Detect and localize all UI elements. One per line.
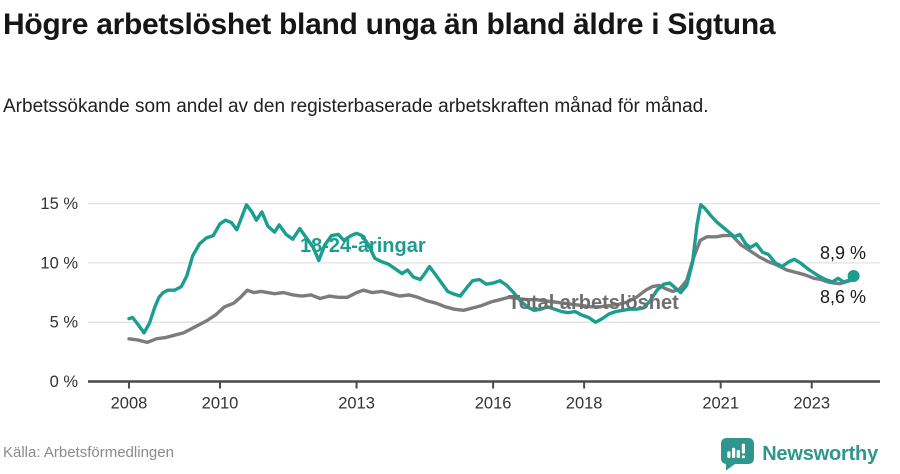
youth-end-value-label: 8,9 %: [820, 243, 866, 263]
page-subtitle: Arbetssökande som andel av den registerb…: [3, 96, 709, 117]
line-chart: 15 %10 %5 %0 % 2008 2010 2013 2016 2018 2021 2…: [40, 195, 880, 413]
y-tick-label-0: 0 %: [50, 373, 79, 391]
x-tick-label-2008: 2008: [111, 395, 148, 413]
y-axis-tick-labels: 15 % 10 % 5 % 0 %: [40, 195, 78, 391]
youth-unemployment-line: [127, 203, 856, 335]
youth-line-end-dot: [847, 269, 860, 282]
total-unemployment-line: [127, 233, 856, 345]
x-axis-ticks: [127, 381, 813, 389]
newsworthy-bubble-barchart-icon: [721, 438, 755, 471]
x-tick-label-2018: 2018: [566, 395, 603, 413]
gridlines: [88, 202, 880, 323]
y-tick-label-10: 10 %: [40, 254, 78, 272]
chart-area: 15 % 10 % 5 % 0 % 2008 2010 2013 2016 2018 2021 2…: [0, 182, 900, 427]
x-tick-label-2023: 2023: [793, 395, 830, 413]
page-title: Högre arbetslöshet bland unga än bland ä…: [3, 8, 776, 41]
x-tick-label-2021: 2021: [702, 395, 739, 413]
x-tick-label-2013: 2013: [338, 395, 375, 413]
total-end-value-label: 8,6 %: [820, 287, 866, 307]
x-tick-label-2010: 2010: [202, 395, 239, 413]
y-tick-label-15: 15 %: [40, 195, 78, 213]
x-axis-tick-labels: 2008 2010 2013 2016 2018 2021 2023: [111, 395, 830, 413]
y-tick-label-5: 5 %: [50, 314, 79, 332]
brand-wordmark: Newsworthy: [762, 443, 878, 465]
x-tick-label-2016: 2016: [475, 395, 512, 413]
youth-series-label: 18-24-åringar: [300, 234, 426, 257]
source-note: Källa: Arbetsförmedlingen: [3, 444, 174, 461]
brand-logo: Newsworthy: [721, 438, 878, 471]
total-series-label: Total arbetslöshet: [508, 292, 679, 314]
